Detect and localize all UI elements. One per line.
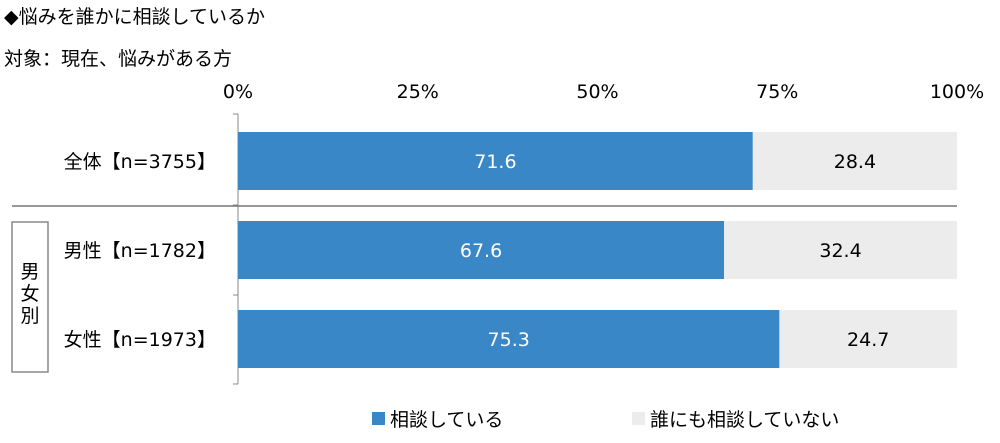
data-label: 28.4 [834, 151, 876, 173]
legend-swatch-not-consulting [632, 412, 645, 425]
chart-title: ◆悩みを誰かに相談しているか [4, 6, 266, 28]
group-bracket-box [11, 221, 49, 373]
group-label-char: 男 [20, 261, 39, 283]
data-label: 24.7 [847, 329, 889, 351]
bar-segment [752, 132, 957, 190]
x-tick-label: 0% [223, 81, 253, 103]
bar-segment [238, 221, 725, 279]
data-label: 75.3 [488, 329, 530, 351]
legend-swatch-consulting [372, 412, 385, 425]
x-tick-label: 75% [756, 81, 798, 103]
legend-label-consulting: 相談している [390, 409, 504, 431]
bar-segment [238, 132, 753, 190]
legend-item-consulting: 相談している [372, 405, 503, 432]
chart-subtitle: 対象：現在、悩みがある方 [4, 48, 233, 70]
legend-item-not-consulting: 誰にも相談していない [632, 405, 839, 432]
group-label-char: 別 [20, 305, 39, 327]
data-label: 71.6 [474, 151, 516, 173]
x-tick-label: 100% [930, 81, 984, 103]
category-label: 男性【n=1782】 [64, 240, 216, 262]
category-label: 女性【n=1973】 [64, 329, 216, 351]
x-tick-label: 25% [397, 81, 439, 103]
legend-label-not-consulting: 誰にも相談していない [650, 409, 840, 431]
bar-segment [238, 310, 780, 368]
bar-segment [724, 221, 957, 279]
data-label: 67.6 [460, 240, 502, 262]
group-label-char: 女 [20, 283, 39, 305]
category-label: 全体【n=3755】 [64, 151, 216, 173]
data-label: 32.4 [819, 240, 861, 262]
x-tick-label: 50% [576, 81, 618, 103]
bar-segment [779, 310, 957, 368]
